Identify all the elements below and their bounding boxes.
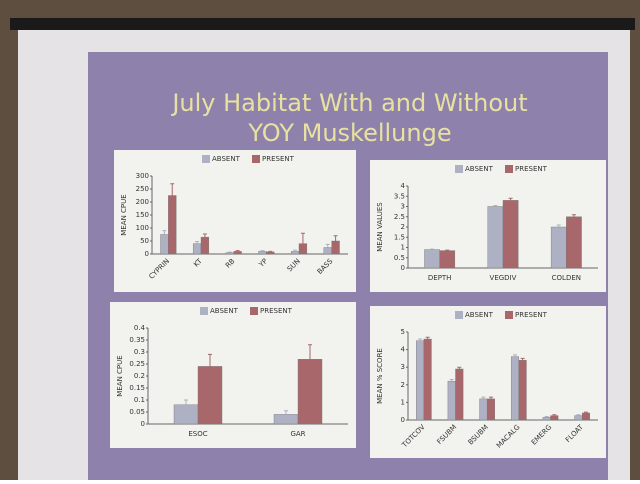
y-tick-label: 0.5 bbox=[394, 254, 405, 262]
y-tick-label: 0.15 bbox=[129, 384, 145, 392]
bar bbox=[424, 339, 432, 420]
bar bbox=[488, 207, 503, 269]
bar bbox=[298, 359, 322, 424]
legend-swatch bbox=[202, 155, 210, 163]
bar bbox=[168, 196, 176, 255]
bar bbox=[575, 416, 583, 420]
y-tick-label: 0 bbox=[401, 264, 405, 272]
bar bbox=[193, 244, 201, 254]
x-tick-label: VEGDIV bbox=[490, 274, 517, 282]
x-tick-label: GAR bbox=[290, 430, 305, 438]
y-tick-label: 4 bbox=[401, 346, 406, 354]
bar bbox=[291, 251, 299, 254]
bar bbox=[551, 416, 559, 420]
legend-label: ABSENT bbox=[210, 307, 239, 315]
bar bbox=[201, 237, 209, 254]
y-tick-label: 3 bbox=[401, 363, 405, 371]
y-tick-label: 3.5 bbox=[394, 192, 405, 200]
y-axis-label: MEAN VALUES bbox=[376, 202, 384, 252]
y-tick-label: 0.3 bbox=[134, 348, 145, 356]
y-tick-label: 3 bbox=[401, 203, 405, 211]
bar bbox=[160, 235, 168, 255]
bar bbox=[480, 399, 488, 420]
y-tick-label: 300 bbox=[136, 172, 149, 180]
bar bbox=[424, 250, 439, 268]
legend-swatch bbox=[505, 311, 513, 319]
legend-label: PRESENT bbox=[515, 165, 548, 173]
bar bbox=[566, 217, 581, 268]
y-tick-label: 0.2 bbox=[134, 372, 145, 380]
screen-bar bbox=[10, 18, 635, 30]
legend-label: PRESENT bbox=[260, 307, 293, 315]
legend-swatch bbox=[252, 155, 260, 163]
y-axis-label: MEAN CPUE bbox=[116, 355, 124, 396]
y-tick-label: 0.35 bbox=[129, 336, 145, 344]
bar bbox=[332, 241, 340, 254]
bar bbox=[440, 251, 455, 268]
legend-swatch bbox=[455, 165, 463, 173]
y-tick-label: 0.25 bbox=[129, 360, 145, 368]
bar bbox=[543, 417, 551, 420]
y-tick-label: 250 bbox=[136, 185, 149, 193]
legend-label: ABSENT bbox=[465, 165, 494, 173]
bar bbox=[299, 244, 307, 254]
bar bbox=[511, 357, 519, 420]
bar bbox=[226, 253, 234, 254]
x-tick-label: COLDEN bbox=[552, 274, 581, 282]
y-tick-label: 200 bbox=[136, 198, 149, 206]
bar bbox=[174, 405, 198, 424]
y-tick-label: 50 bbox=[140, 237, 149, 245]
y-tick-label: 1 bbox=[401, 244, 405, 252]
y-tick-label: 2 bbox=[401, 223, 405, 231]
bar bbox=[274, 414, 298, 424]
bar bbox=[551, 227, 566, 268]
y-tick-label: 5 bbox=[401, 328, 405, 336]
slide-title: July Habitat With and Without bbox=[170, 89, 527, 117]
legend-label: PRESENT bbox=[515, 311, 548, 319]
bar bbox=[456, 369, 464, 420]
bar bbox=[487, 399, 495, 420]
legend-label: ABSENT bbox=[465, 311, 494, 319]
x-tick-label: DEPTH bbox=[428, 274, 452, 282]
y-tick-label: 2 bbox=[401, 381, 405, 389]
slide-title: YOY Muskellunge bbox=[247, 119, 451, 147]
bar bbox=[198, 366, 222, 424]
legend-swatch bbox=[455, 311, 463, 319]
bar bbox=[503, 200, 518, 268]
y-tick-label: 2.5 bbox=[394, 213, 405, 221]
error-bar bbox=[228, 252, 232, 253]
y-tick-label: 0 bbox=[401, 416, 405, 424]
y-tick-label: 150 bbox=[136, 211, 149, 219]
y-tick-label: 0.1 bbox=[134, 396, 145, 404]
bar bbox=[324, 248, 332, 255]
y-tick-label: 1.5 bbox=[394, 233, 405, 241]
y-tick-label: 0.4 bbox=[134, 324, 146, 332]
legend-label: ABSENT bbox=[212, 155, 241, 163]
bar bbox=[416, 341, 424, 420]
y-tick-label: 100 bbox=[136, 224, 149, 232]
bar bbox=[582, 413, 590, 420]
y-tick-label: 1 bbox=[401, 398, 405, 406]
bar bbox=[258, 251, 266, 254]
y-tick-label: 4 bbox=[401, 182, 406, 190]
error-bar bbox=[268, 251, 272, 252]
legend-swatch bbox=[200, 307, 208, 315]
y-tick-label: 0.05 bbox=[129, 408, 145, 416]
bar bbox=[234, 251, 242, 254]
legend-swatch bbox=[505, 165, 513, 173]
legend-swatch bbox=[250, 307, 258, 315]
y-tick-label: 0 bbox=[141, 420, 145, 428]
y-axis-label: MEAN CPUE bbox=[120, 194, 128, 235]
x-tick-label: ESOC bbox=[188, 430, 207, 438]
legend-label: PRESENT bbox=[262, 155, 295, 163]
y-axis-label: MEAN % SCORE bbox=[376, 348, 384, 404]
y-tick-label: 0 bbox=[145, 250, 149, 258]
bar bbox=[519, 360, 527, 420]
bar bbox=[266, 252, 274, 254]
bar bbox=[448, 381, 456, 420]
